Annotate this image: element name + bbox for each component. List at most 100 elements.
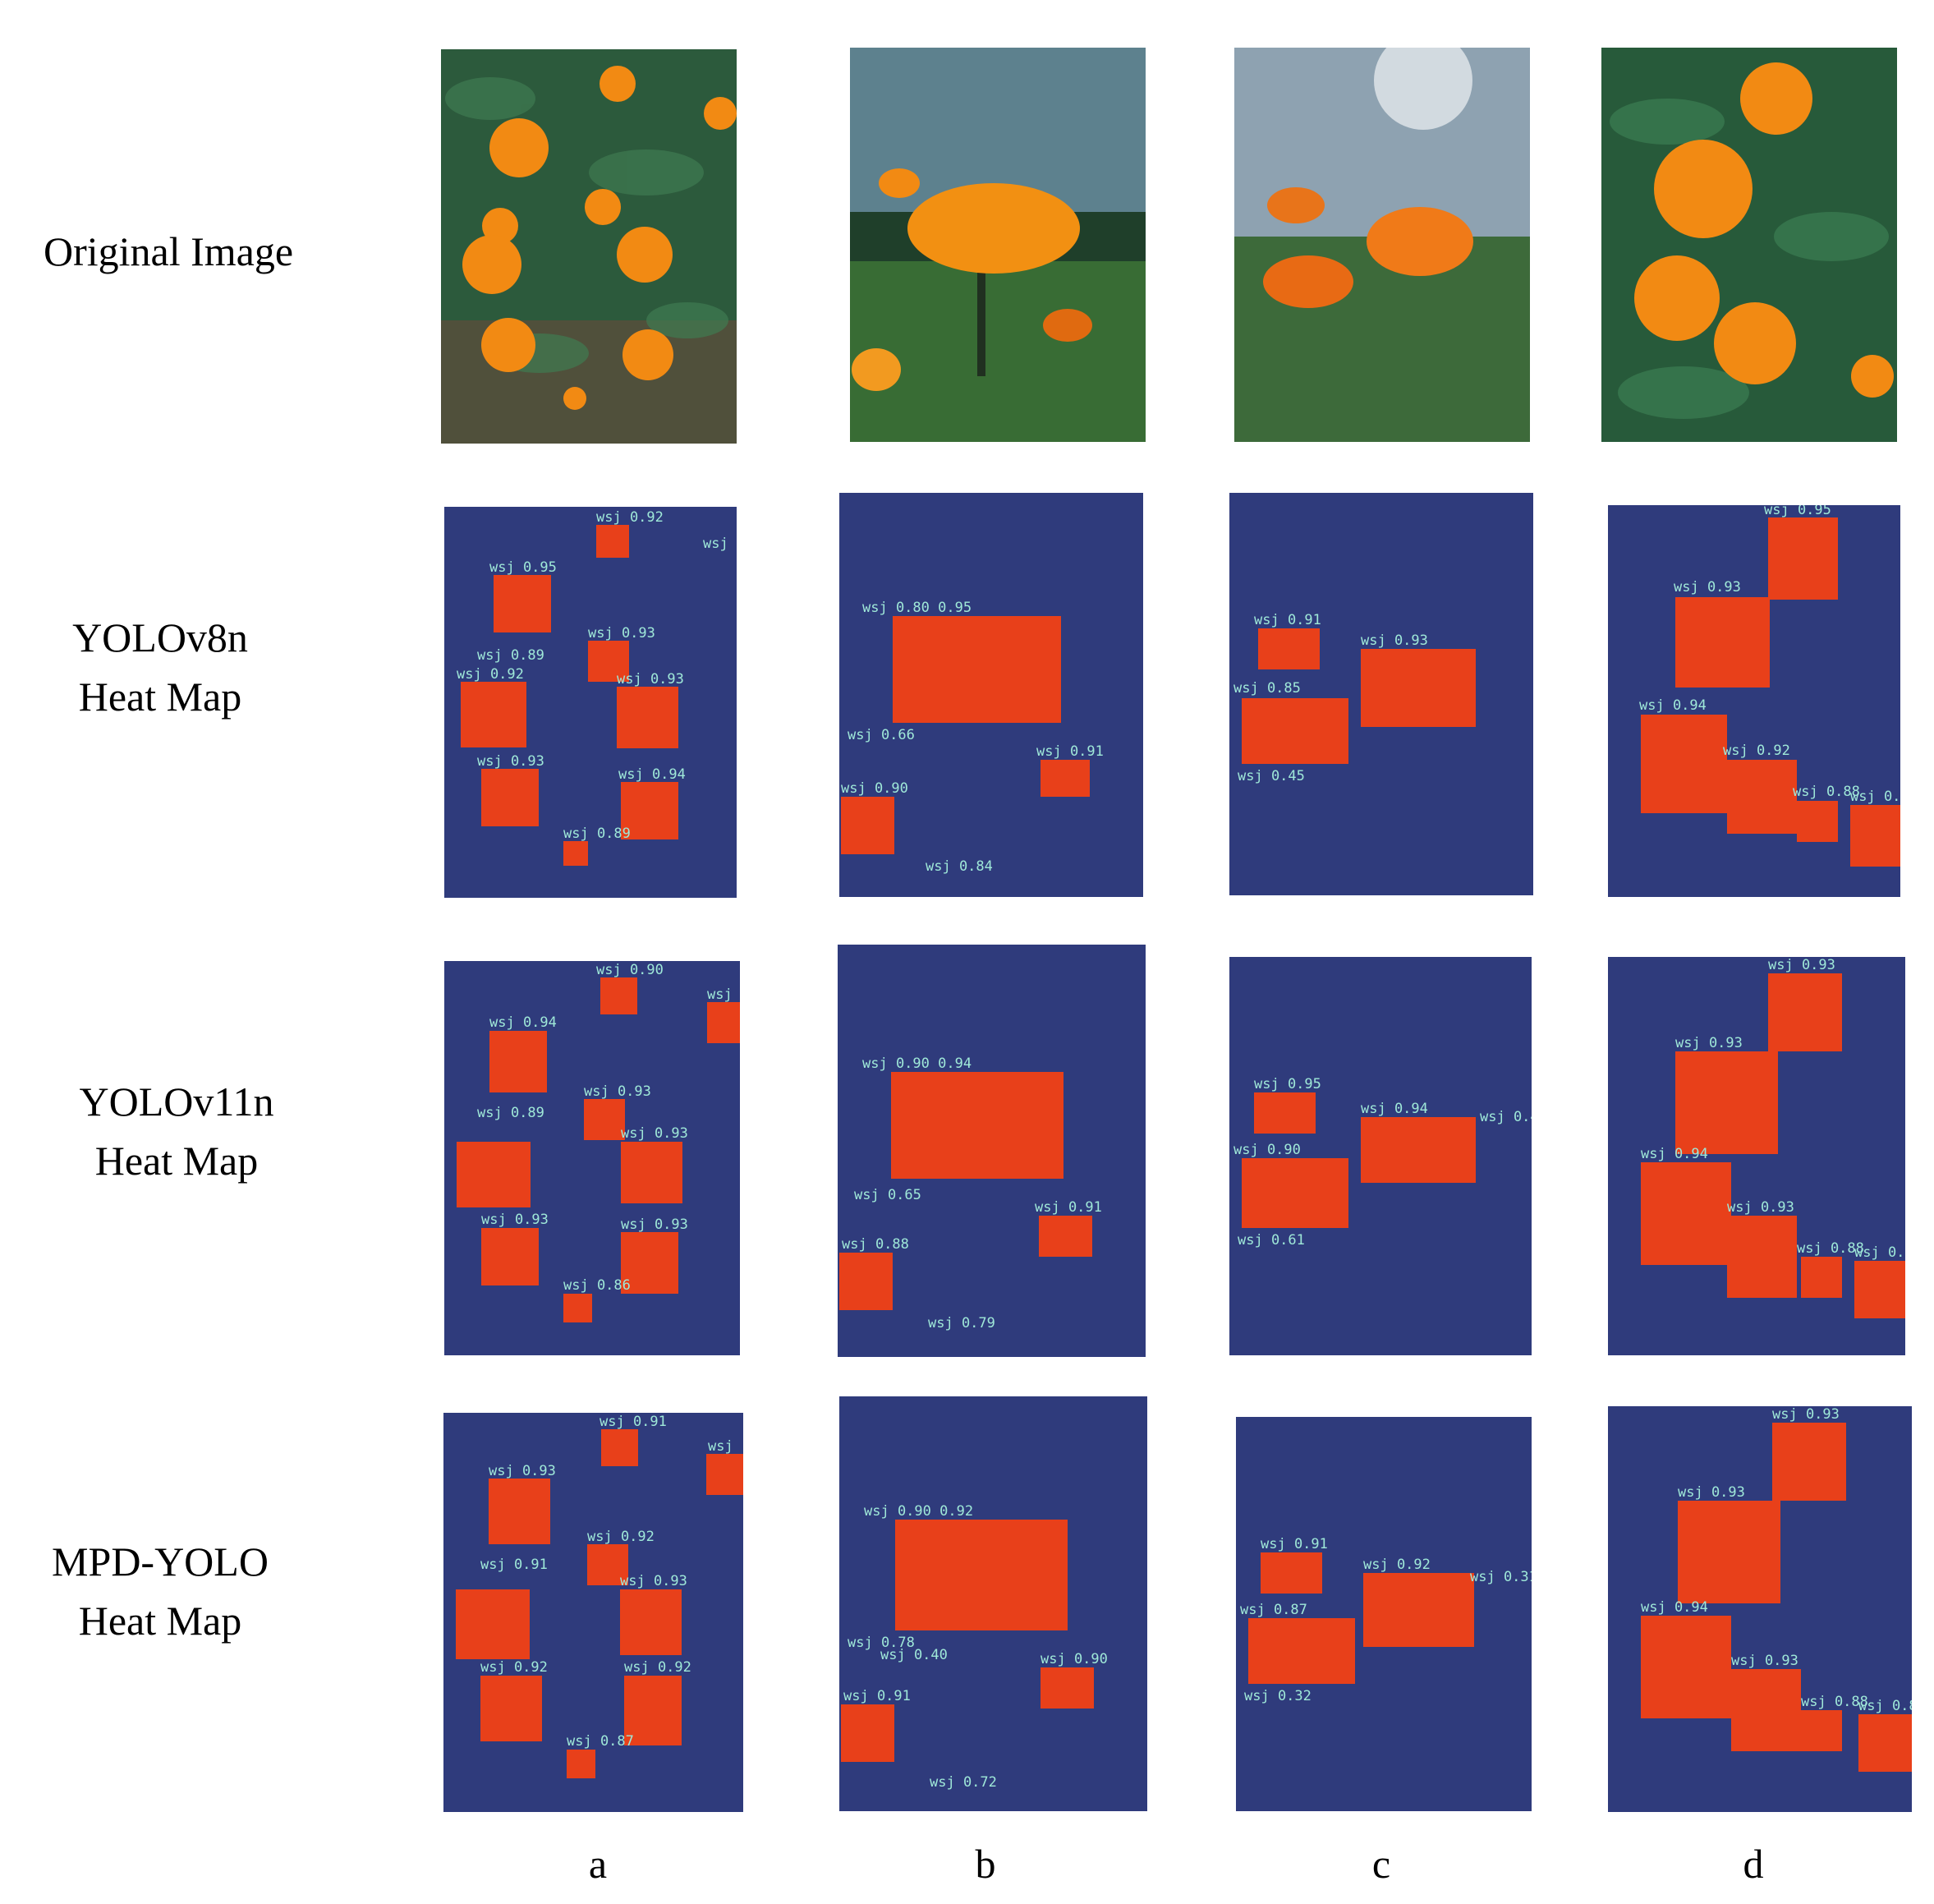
row-label-yolov8n: YOLOv8n Heat Map	[0, 608, 357, 726]
det-label: wsj 0.84	[926, 858, 993, 875]
det-label: wsj 0.93	[621, 1216, 688, 1233]
row-label-yolov8n-line1: YOLOv8n	[72, 614, 248, 660]
det-label: wsj 0.93	[588, 625, 655, 642]
det-label: wsj 0.86	[563, 1277, 631, 1294]
det-label: wsj 0.92	[587, 1529, 655, 1545]
det-label: wsj 0.94	[1639, 697, 1707, 714]
column-label-b: b	[975, 1841, 996, 1887]
mpd-yolo-heatmap-c: wsj 0.91 wsj 0.92 wsj 0.87 wsj 0.31 wsj …	[1236, 1417, 1532, 1811]
det-label: wsj 0.92	[1363, 1557, 1431, 1573]
det-label: wsj 0.88	[1801, 1694, 1868, 1710]
row-label-yolov11n: YOLOv11n Heat Map	[0, 1072, 374, 1190]
det-label: wsj 0.93	[621, 1125, 688, 1142]
column-label-d: d	[1743, 1841, 1764, 1887]
det-label: wsj 0.93	[1731, 1653, 1798, 1669]
row-label-mpd-yolo-line2: Heat Map	[78, 1598, 242, 1644]
det-label: wsj 0.93	[477, 753, 544, 770]
original-image-d	[1601, 48, 1897, 442]
original-image-a	[441, 49, 737, 444]
det-label: wsj 0.88	[842, 1236, 909, 1253]
det-label: wsj 0.8	[1858, 1698, 1912, 1714]
det-label: wsj 0.85	[1233, 680, 1301, 697]
row-label-mpd-yolo: MPD-YOLO Heat Map	[0, 1532, 357, 1650]
mpd-yolo-heatmap-d: wsj 0.93 wsj 0.93 wsj 0.94 wsj 0.93 wsj …	[1608, 1406, 1912, 1812]
det-label: wsj 0.66	[848, 727, 915, 743]
yolov8n-heatmap-b: wsj 0.80 0.95 wsj 0.66 wsj 0.90 wsj 0.91…	[839, 493, 1143, 897]
row-label-mpd-yolo-line1: MPD-YOLO	[52, 1538, 269, 1584]
det-label: wsj 0.93	[617, 671, 684, 688]
row-label-yolov8n-line2: Heat Map	[78, 674, 242, 720]
det-label: wsj 0.8	[1850, 789, 1900, 805]
det-label: wsj 0.45	[1238, 768, 1305, 784]
det-label: wsj	[708, 1438, 733, 1455]
det-label: wsj 0.93	[1675, 1035, 1743, 1051]
det-label: wsj 0.94	[1641, 1146, 1708, 1162]
det-label: wsj 0.89	[477, 647, 544, 664]
det-label: wsj 0.95	[1254, 1076, 1321, 1092]
det-label: wsj	[703, 536, 728, 552]
det-label: wsj 0.93	[584, 1083, 651, 1100]
det-label: wsj 0.91	[480, 1557, 548, 1573]
det-label: wsj 0.88	[1797, 1240, 1864, 1257]
yolov8n-heatmap-d: wsj 0.95 wsj 0.93 wsj 0.94 wsj 0.92 wsj …	[1608, 505, 1900, 897]
det-label: wsj 0.90	[841, 780, 908, 797]
yolov11n-heatmap-b: wsj 0.90 0.94 wsj 0.65 wsj 0.88 wsj 0.91…	[838, 945, 1146, 1357]
det-label: wsj 0.93	[1361, 632, 1428, 649]
det-label: wsj 0.93	[489, 1463, 556, 1479]
det-label: wsj 0.93	[1768, 957, 1835, 973]
yolov8n-heatmap-a: wsj 0.92 wsj wsj 0.95 wsj 0.93 wsj 0.89 …	[444, 507, 737, 898]
det-label: wsj 0.91	[843, 1688, 911, 1704]
mpd-yolo-heatmap-b: wsj 0.90 0.92 wsj 0.78 wsj 0.40 wsj 0.90…	[839, 1396, 1147, 1811]
det-label: wsj 0.65	[854, 1187, 921, 1203]
det-label: wsj 0.93	[1772, 1406, 1840, 1423]
det-label: wsj 0.32	[1244, 1688, 1312, 1704]
row-label-yolov11n-line2: Heat Map	[94, 1138, 259, 1184]
det-label: wsj 0.31	[1470, 1569, 1532, 1585]
det-label: wsj 0.92	[457, 666, 524, 683]
det-label: wsj 0.92	[624, 1659, 691, 1676]
det-label: wsj 0.91	[1254, 612, 1321, 628]
column-label-c: c	[1371, 1841, 1391, 1887]
det-label: wsj 0.91	[599, 1414, 667, 1430]
det-label: wsj 0.93	[620, 1573, 687, 1589]
yolov11n-heatmap-a: wsj 0.90 wsj wsj 0.94 wsj 0.89 wsj 0.93 …	[444, 961, 740, 1355]
det-label: wsj 0.91	[1035, 1199, 1102, 1216]
det-label: wsj 0.88	[1793, 784, 1860, 800]
det-label: wsj 0.89	[477, 1105, 544, 1121]
det-label: wsj 0.89	[563, 826, 631, 842]
yolov11n-heatmap-c: wsj 0.95 wsj 0.94 wsj 0.90 wsj 0.40 wsj …	[1229, 957, 1532, 1355]
column-label-a: a	[588, 1841, 608, 1887]
det-label: wsj 0.90	[1041, 1651, 1108, 1667]
original-image-c	[1234, 48, 1530, 442]
det-label: wsj 0.40	[880, 1647, 948, 1663]
det-label: wsj 0.90 0.92	[864, 1503, 973, 1520]
det-label: wsj 0.95	[1764, 505, 1831, 518]
det-label: wsj 0.93	[1674, 579, 1741, 596]
row-label-yolov11n-line1: YOLOv11n	[79, 1078, 274, 1124]
det-label: wsj 0.87	[567, 1733, 634, 1750]
det-label: wsj 0.91	[1036, 743, 1104, 760]
det-label: wsj 0.94	[1361, 1101, 1428, 1117]
det-label: wsj 0.90	[596, 962, 664, 978]
mpd-yolo-heatmap-a: wsj 0.91 wsj wsj 0.93 wsj 0.91 wsj 0.92 …	[443, 1413, 743, 1812]
det-label: wsj 0.94	[489, 1014, 557, 1031]
det-label: wsj 0.92	[596, 509, 664, 526]
det-label: wsj 0.90	[1233, 1142, 1301, 1158]
det-label: wsj 0.61	[1238, 1232, 1305, 1249]
det-label: wsj 0.93	[1727, 1199, 1794, 1216]
det-label: wsj 0.72	[930, 1774, 997, 1791]
det-label: wsj 0.92	[1723, 743, 1790, 759]
det-label: wsj 0.80 0.95	[862, 600, 972, 616]
row-label-original: Original Image	[43, 228, 294, 274]
det-label: wsj 0.87	[1240, 1602, 1307, 1618]
det-label: wsj 0.94	[1641, 1599, 1708, 1616]
det-label: wsj 0.93	[1678, 1484, 1745, 1501]
det-label: wsj 0.95	[489, 559, 557, 576]
det-label: wsj 0.91	[1261, 1536, 1328, 1552]
det-label: wsj 0.94	[618, 766, 686, 783]
det-label: wsj 0.40	[1480, 1109, 1532, 1125]
det-label: wsj 0.8	[1854, 1244, 1905, 1261]
det-label: wsj 0.90 0.94	[862, 1055, 972, 1072]
original-image-b	[850, 48, 1146, 442]
yolov8n-heatmap-c: wsj 0.91 wsj 0.93 wsj 0.85 wsj 0.45	[1229, 493, 1533, 895]
